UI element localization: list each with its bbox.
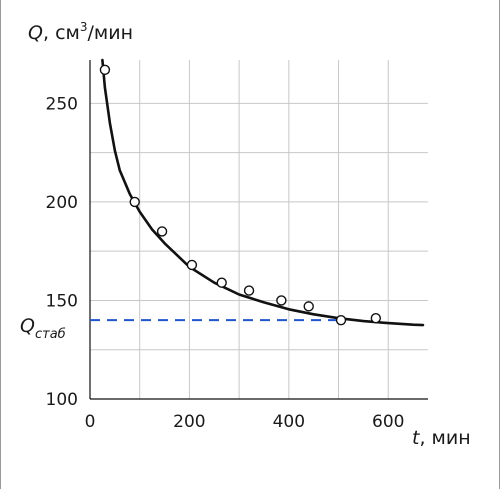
x-tick-label: 200 [173, 412, 205, 432]
x-tick-label: 0 [85, 412, 96, 432]
series-curves [101, 58, 425, 327]
fitted-curve [101, 58, 425, 327]
data-point [99, 64, 111, 76]
y-tick-label: 150 [46, 291, 78, 311]
axes [89, 60, 428, 400]
y-tick-label: 200 [46, 193, 78, 213]
data-point [303, 301, 314, 312]
data-point [243, 285, 255, 296]
x-axis-title: t, мин [412, 427, 471, 449]
data-point [129, 196, 140, 208]
grid-lines [90, 60, 428, 399]
data-point [370, 312, 382, 324]
tick-labels: 0 200 400 600 100 150 200 250 [46, 94, 405, 432]
data-point [335, 314, 347, 326]
data-point [156, 226, 168, 237]
reference-label: Qстаб [20, 315, 66, 342]
series-points [99, 64, 382, 326]
x-tick-label: 400 [273, 412, 305, 432]
y-axis-title: Q, см3/мин [28, 20, 133, 44]
x-tick-label: 600 [372, 412, 404, 432]
y-tick-label: 100 [46, 390, 78, 410]
data-point [216, 277, 227, 288]
data-point [276, 295, 287, 306]
y-tick-label: 250 [46, 94, 78, 114]
data-point [186, 259, 198, 271]
